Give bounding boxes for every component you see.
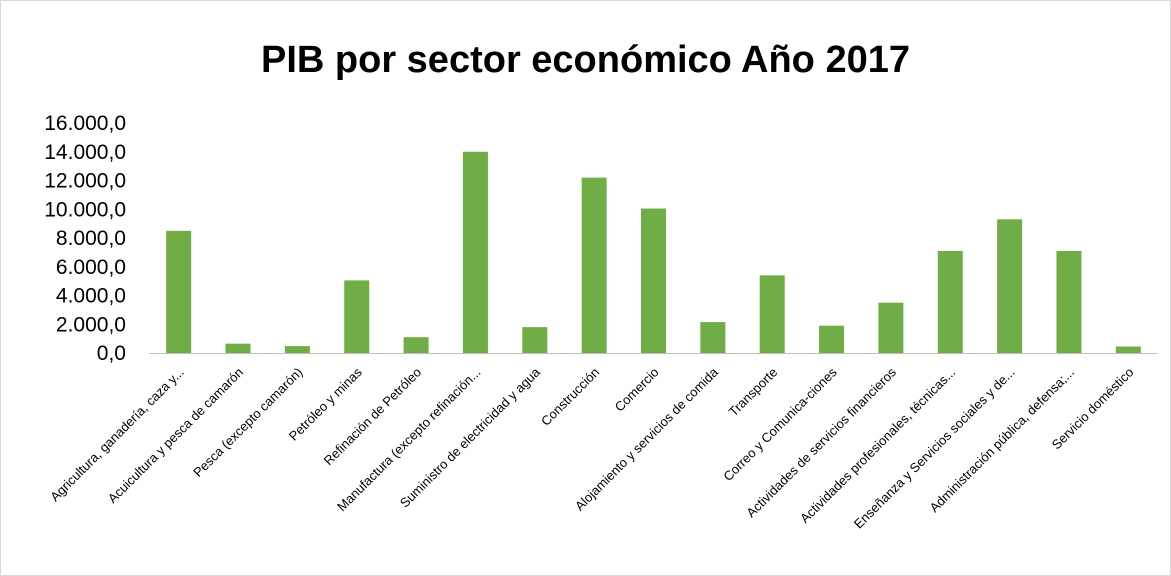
category-label: Refinación de Petróleo [321,365,425,469]
bar [225,343,251,353]
bar [1115,346,1141,353]
y-tick-label: 4.000,0 [56,285,126,308]
bar [403,337,429,353]
bar [700,322,726,353]
bar [344,280,370,353]
y-tick-label: 14.000,0 [44,141,126,164]
y-tick-label: 2.000,0 [56,313,126,336]
bar [641,208,666,353]
bar [997,219,1023,353]
category-labels: Agricultura, ganadería, caza y...Acuicul… [47,364,1136,531]
y-tick-label: 6.000,0 [56,256,126,279]
y-tick-label: 8.000,0 [56,227,126,250]
y-tick-label: 0,0 [97,342,126,365]
category-label: Comercio [612,365,662,415]
category-label: Construcción [538,365,602,429]
bar [819,325,845,353]
bar [462,151,488,353]
y-tick-label: 16.000,0 [44,112,126,135]
category-label: Correo y Comunica-ciones [720,364,840,484]
bar [284,346,310,353]
bar [878,302,904,353]
category-label: Pesca (excepto camarón) [190,365,305,480]
category-label: Transporte [726,365,781,420]
y-axis-ticks: 0,0 2.000,0 4.000,0 6.000,0 8.000,0 10.000,0 1… [44,112,126,365]
bar [937,250,963,353]
bar [522,327,548,353]
bar [759,275,785,353]
bars [166,151,1141,353]
chart-title: PIB por sector económico Año 2017 [261,39,910,81]
y-tick-label: 12.000,0 [44,170,126,193]
bar [166,230,192,353]
y-tick-label: 10.000,0 [44,198,126,221]
bar [1056,250,1082,353]
bar [581,177,607,353]
